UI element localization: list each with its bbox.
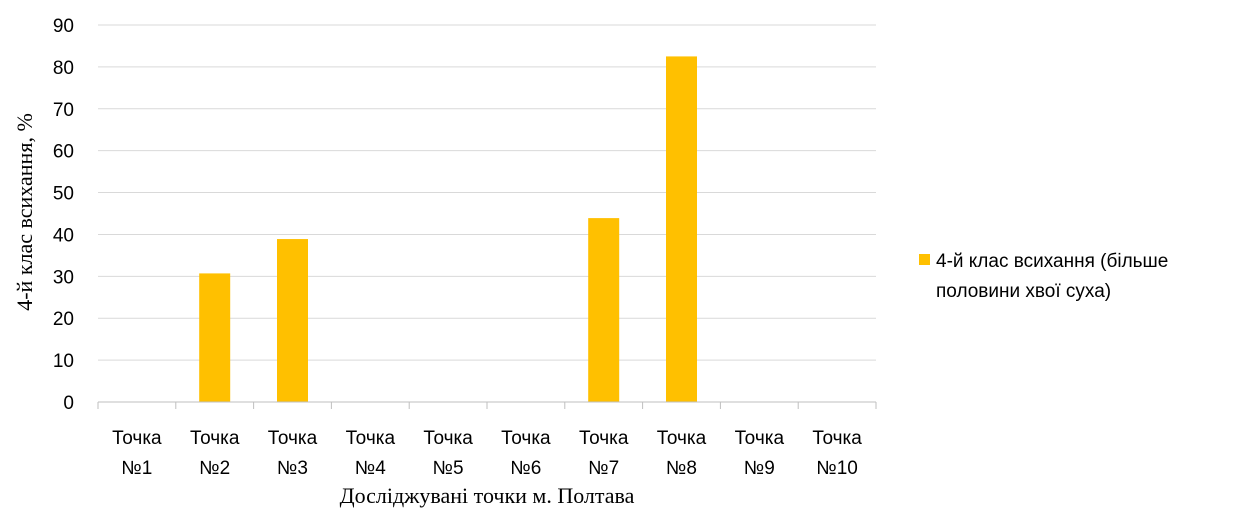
x-tick-label: Точка [190, 428, 240, 449]
x-tick-label: Точка [423, 428, 473, 449]
y-tick-label: 40 [53, 225, 74, 246]
x-tick-label: №8 [666, 458, 697, 479]
y-tick-label: 10 [53, 351, 74, 372]
x-tick-labels: Точка №1 Точка №2 Точка №3 Точка №4 Точка №5 Точка… [112, 428, 862, 479]
y-tick-label: 60 [53, 142, 74, 163]
x-tick-label: Точка [735, 428, 785, 449]
bars [199, 56, 697, 403]
x-tick-label: Точка [579, 428, 629, 449]
x-tick-label: №6 [510, 458, 541, 479]
axes [97, 401, 877, 409]
bar [199, 273, 231, 402]
x-tick-label: №5 [433, 458, 464, 479]
x-tick-label: №4 [355, 458, 386, 479]
y-tick-label: 30 [53, 267, 74, 288]
legend-swatch [919, 254, 930, 265]
legend: 4-й клас всихання (більше половини хвої с… [919, 251, 1168, 302]
x-tick-label: Точка [268, 428, 318, 449]
x-tick-label: Точка [657, 428, 707, 449]
y-tick-label: 0 [63, 393, 74, 414]
x-tick-label: №7 [588, 458, 619, 479]
legend-label: 4-й клас всихання (більше [936, 251, 1168, 272]
x-tick-label: №2 [199, 458, 230, 479]
bar [588, 218, 620, 402]
x-tick-label: Точка [501, 428, 551, 449]
x-tick-label: №3 [277, 458, 308, 479]
x-tick-label: Точка [112, 428, 162, 449]
y-tick-label: 20 [53, 309, 74, 330]
bar [277, 239, 308, 402]
legend-label: половини хвої суха) [936, 281, 1111, 302]
x-tick-label: Точка [812, 428, 862, 449]
x-tick-label: №1 [121, 458, 152, 479]
bar [666, 56, 697, 403]
y-axis-title: 4-й клас всихання, % [12, 113, 37, 311]
y-tick-label: 80 [53, 58, 74, 79]
y-tick-label: 70 [53, 100, 74, 121]
y-tick-label: 50 [53, 184, 74, 205]
y-tick-label: 90 [53, 16, 74, 37]
x-tick-label: Точка [346, 428, 396, 449]
x-axis-title: Досліджувані точки м. Полтава [340, 483, 635, 508]
x-tick-label: №10 [816, 458, 858, 479]
x-tick-label: №9 [744, 458, 775, 479]
y-tick-labels: 0 10 20 30 40 50 60 70 80 90 [53, 16, 74, 414]
